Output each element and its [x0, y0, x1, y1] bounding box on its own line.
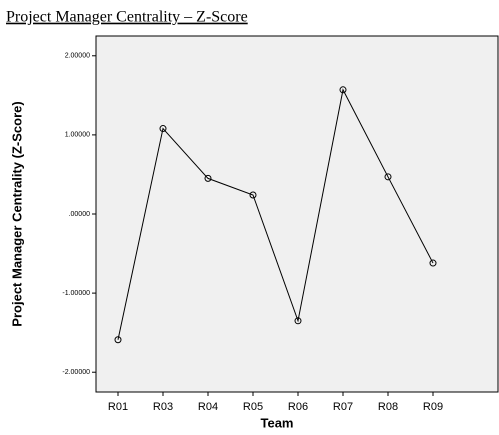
point — [114, 336, 122, 344]
y-tick-label: .00000 — [69, 211, 91, 218]
y-tick-label: -1.00000 — [62, 290, 90, 297]
y-tick-label: 1.00000 — [65, 132, 90, 139]
point — [159, 125, 167, 133]
x-tick-label: R07 — [333, 401, 353, 413]
point — [429, 259, 437, 267]
line — [117, 88, 434, 340]
point — [204, 174, 212, 182]
point — [294, 317, 302, 325]
chart-title: Project Manager Centrality – Z-Score — [6, 9, 248, 26]
x-tick-label: R08 — [378, 401, 398, 413]
point — [384, 173, 392, 181]
y-tick-label: -2.00000 — [62, 369, 90, 376]
point — [339, 86, 347, 94]
x-tick-label: R01 — [108, 401, 128, 413]
x-tick-label: R04 — [198, 401, 218, 413]
point — [249, 191, 257, 199]
x-tick-label: R05 — [243, 401, 263, 413]
y-axis-label: Project Manager Centrality (Z-Score) — [9, 101, 24, 326]
plot-area — [95, 35, 499, 393]
y-tick-label: 2.00000 — [65, 53, 90, 60]
x-tick-label: R03 — [153, 401, 173, 413]
x-axis-label: Team — [261, 415, 294, 430]
x-tick-label: R06 — [288, 401, 308, 413]
x-tick-label: R09 — [423, 401, 443, 413]
